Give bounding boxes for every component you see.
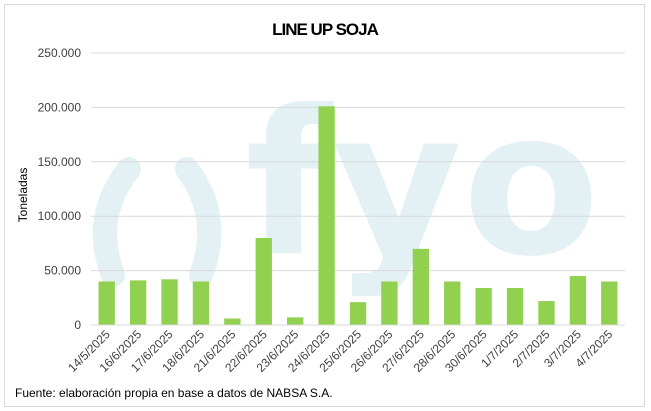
fyo-watermark: fyo	[92, 68, 600, 301]
bar	[475, 288, 492, 325]
bar	[381, 281, 398, 325]
bar-chart: fyo LINE UP SOJA 0 50.000 100.000 150.000 20…	[15, 20, 625, 400]
bar	[412, 248, 429, 325]
watermark-right-arc	[175, 157, 222, 287]
gridlines	[91, 52, 625, 272]
y-tick-label: 50.000	[44, 264, 81, 278]
watermark-left-arc	[92, 157, 141, 287]
y-tick-label: 150.000	[38, 155, 82, 169]
bar	[98, 281, 115, 325]
x-axis-ticks: 14/5/202516/6/202517/6/202518/6/202521/6…	[65, 327, 615, 375]
y-axis-ticks: 0 50.000 100.000 150.000 200.000 250.000	[38, 46, 82, 332]
bars	[98, 106, 618, 325]
source-note: Fuente: elaboración propia en base a dat…	[15, 386, 333, 400]
bar	[538, 301, 555, 325]
bar	[161, 279, 178, 325]
bar	[349, 302, 367, 325]
bar	[601, 281, 618, 325]
bar	[569, 276, 587, 325]
bar	[224, 318, 241, 325]
y-tick-label: 0	[74, 318, 81, 332]
chart-title: LINE UP SOJA	[272, 20, 378, 39]
bar	[506, 288, 524, 325]
y-tick-label: 200.000	[38, 100, 82, 114]
bar	[255, 237, 272, 325]
y-tick-label: 250.000	[38, 46, 82, 60]
bar	[192, 281, 210, 325]
bar	[129, 280, 147, 325]
chart-frame: fyo LINE UP SOJA 0 50.000 100.000 150.000 20…	[4, 4, 645, 407]
y-axis-label: Toneladas	[16, 168, 30, 223]
bar	[444, 281, 461, 325]
bar	[318, 106, 335, 325]
bar	[287, 317, 304, 325]
y-tick-label: 100.000	[38, 209, 82, 223]
